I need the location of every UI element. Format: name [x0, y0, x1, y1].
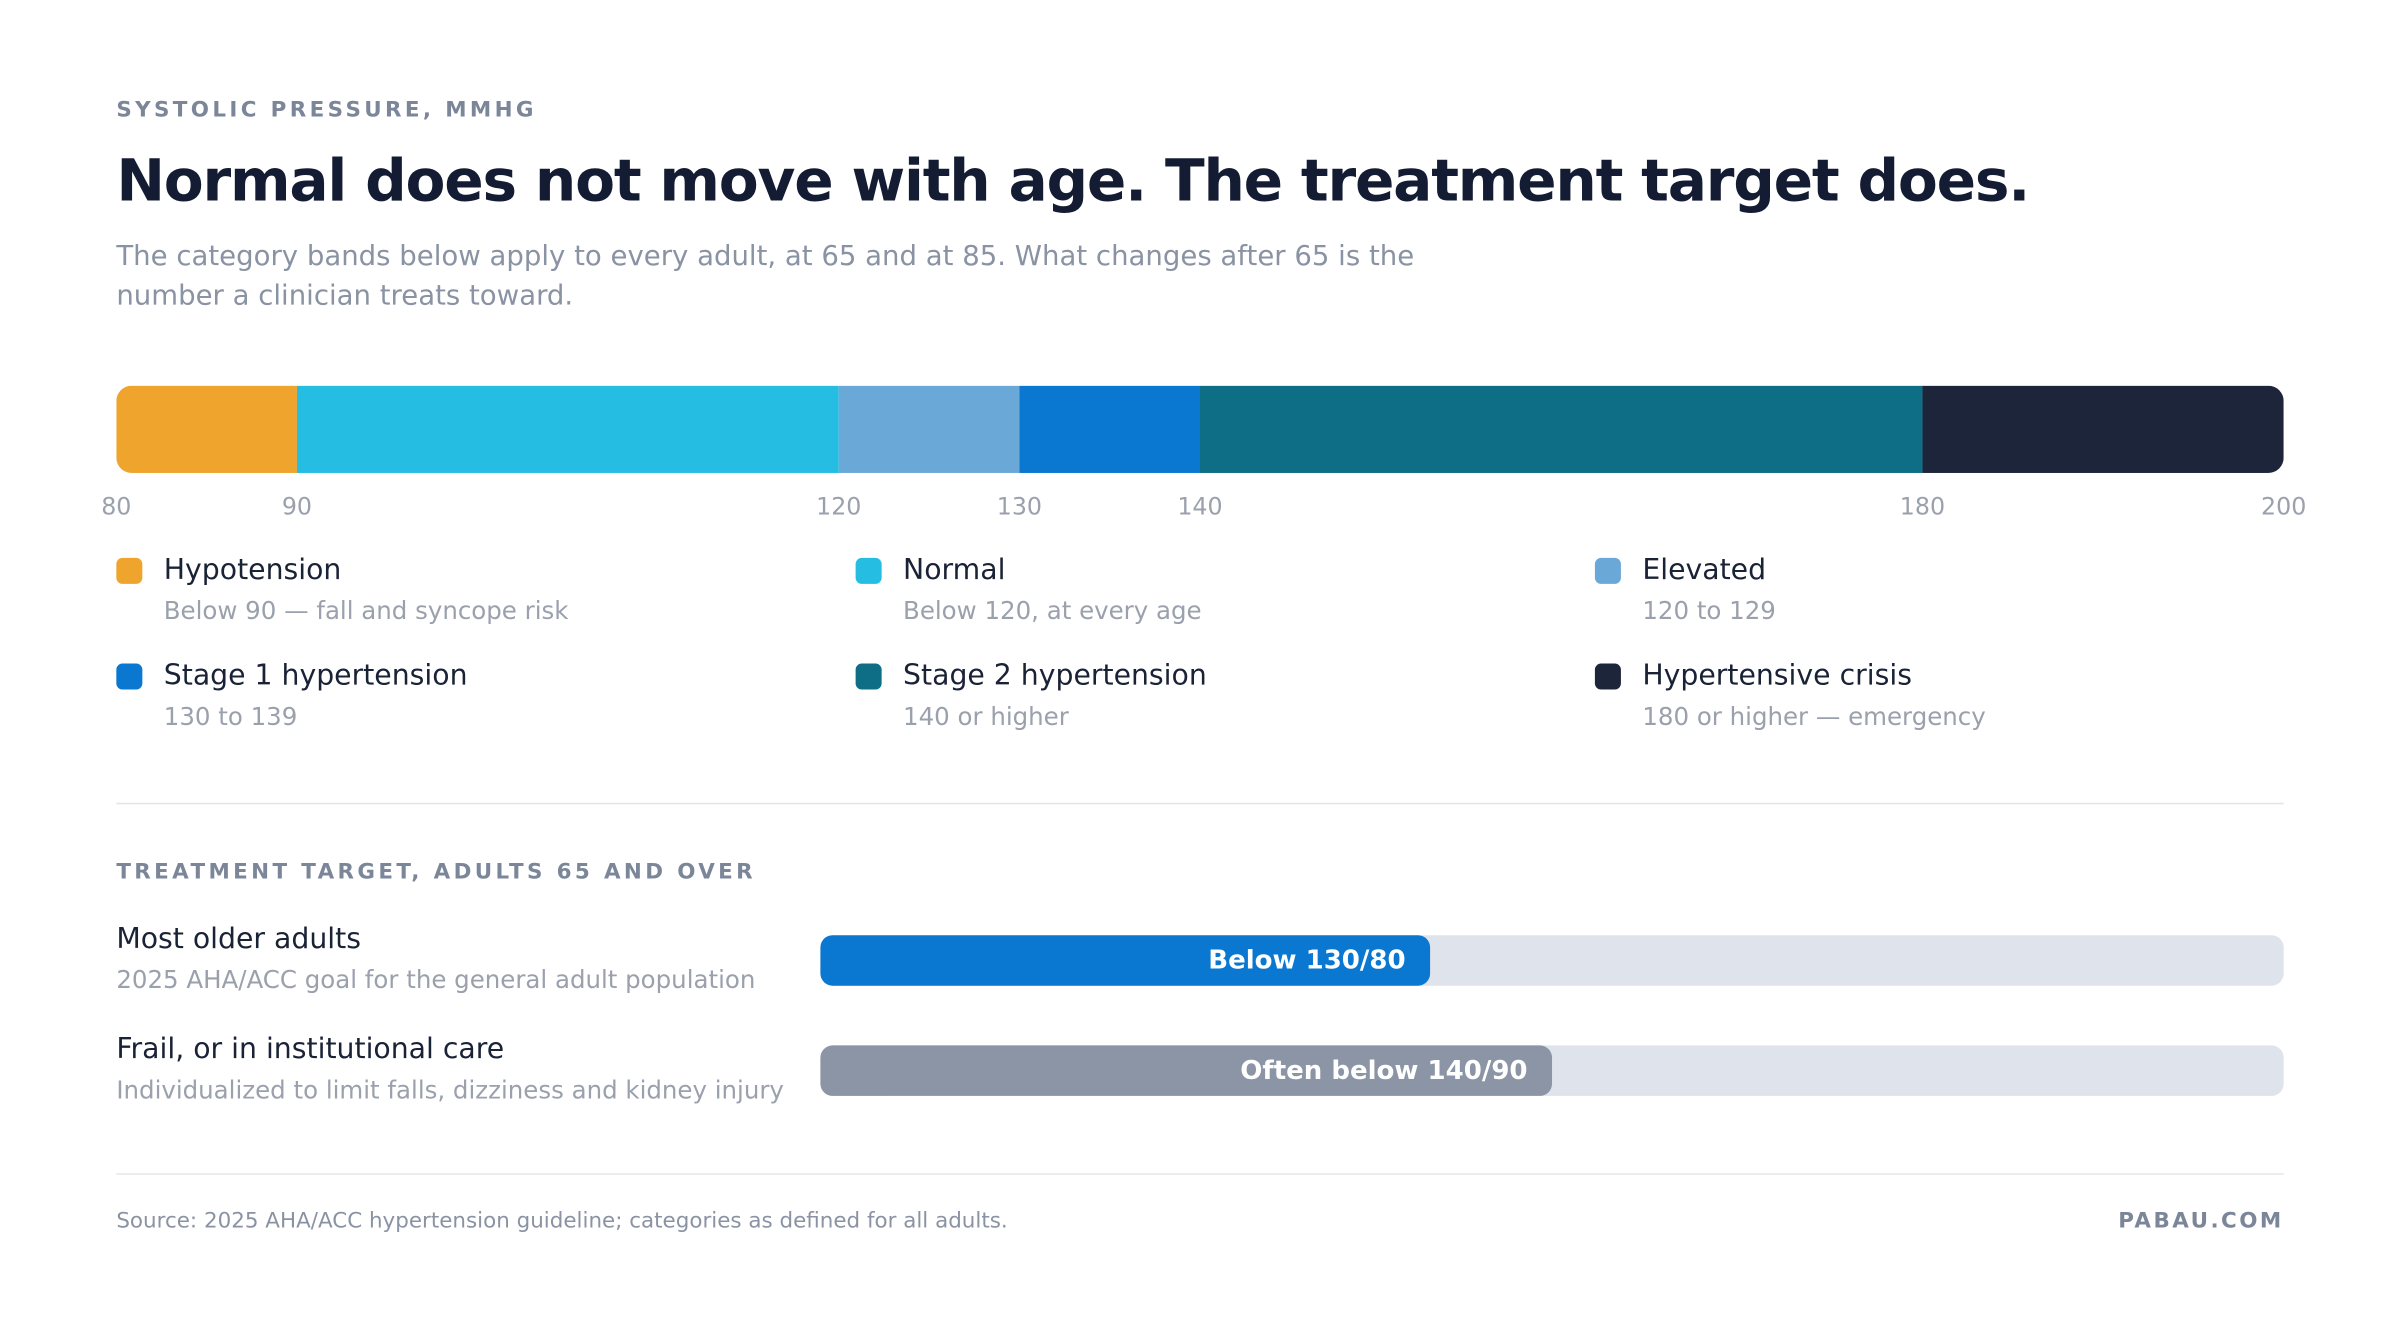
bar	[820, 1045, 1553, 1096]
x-tick-label: 130	[997, 493, 1042, 521]
legend-label: Normal	[903, 553, 1005, 586]
row-label: Frail, or in institutional care	[116, 1032, 504, 1065]
legend-description: Below 120, at every age	[903, 596, 1202, 625]
band	[116, 385, 297, 473]
row-description: Individualized to limit falls, dizziness…	[116, 1075, 784, 1104]
legend-swatch	[1594, 557, 1621, 584]
bar	[820, 935, 1431, 986]
band	[1199, 385, 1923, 473]
legend-description: 180 or higher — emergency	[1642, 702, 1985, 731]
x-tick-label: 180	[1900, 493, 1945, 521]
band	[1922, 385, 2284, 473]
legend-description: 120 to 129	[1642, 596, 1776, 625]
x-tick-label: 200	[2261, 493, 2306, 521]
legend-description: 130 to 139	[164, 702, 298, 731]
x-tick-label: 140	[1177, 493, 1222, 521]
x-tick-label: 90	[282, 493, 312, 521]
brand: PABAU.COM	[2118, 1209, 2284, 1234]
section-title: TREATMENT TARGET, ADULTS 65 AND OVER	[116, 860, 757, 885]
x-tick-label: 80	[101, 493, 131, 521]
eyebrow: SYSTOLIC PRESSURE, MMHG	[116, 97, 537, 123]
source: Source: 2025 AHA/ACC hypertension guidel…	[116, 1209, 1008, 1234]
legend-label: Stage 1 hypertension	[164, 659, 468, 692]
value-label: Below 130/80	[1208, 946, 1405, 976]
legend-swatch	[855, 663, 882, 690]
legend-swatch	[855, 557, 882, 584]
row-label: Most older adults	[116, 922, 361, 955]
legend-description: Below 90 — fall and syncope risk	[164, 596, 569, 625]
legend-description: 140 or higher	[903, 702, 1070, 731]
value-label: Often below 140/90	[1240, 1056, 1527, 1086]
legend-swatch	[116, 663, 143, 690]
legend-label: Stage 2 hypertension	[903, 659, 1207, 692]
legend-swatch	[1594, 663, 1621, 690]
range-bar	[116, 385, 2284, 473]
subtitle: The category bands below apply to every …	[116, 240, 1415, 313]
legend-swatch	[116, 557, 143, 584]
legend-label: Hypertensive crisis	[1642, 659, 1912, 692]
x-tick-label: 120	[816, 493, 861, 521]
legend-label: Hypotension	[164, 553, 342, 586]
band	[1019, 385, 1200, 473]
legend-label: Elevated	[1642, 553, 1766, 586]
row-description: 2025 AHA/ACC goal for the general adult …	[116, 965, 755, 994]
band	[838, 385, 1020, 473]
title: Normal does not move with age. The treat…	[116, 146, 2030, 215]
band	[296, 385, 839, 473]
